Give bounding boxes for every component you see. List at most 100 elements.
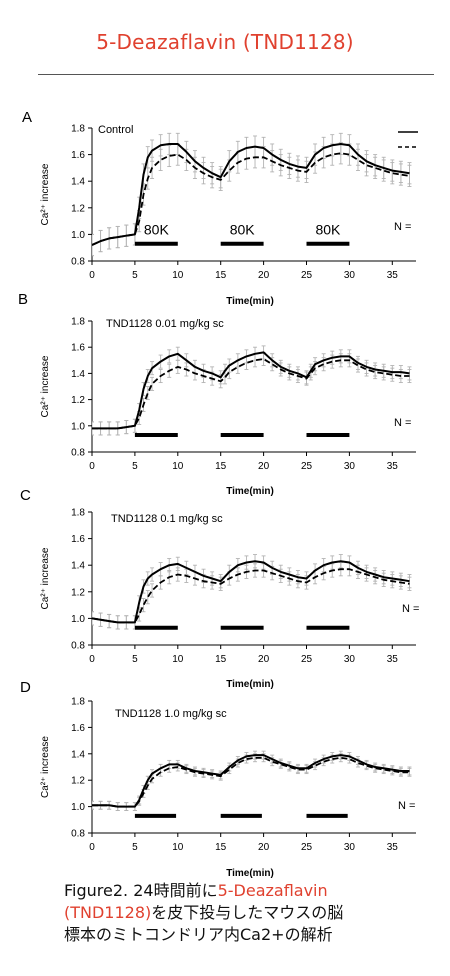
caption-line1-prefix: Figure2. 24時間前に	[64, 881, 218, 900]
y-tick-label: 1.6	[71, 343, 85, 354]
y-tick-label: 1.8	[71, 317, 85, 328]
data-area	[92, 132, 412, 257]
y-tick-label: 1.2	[71, 776, 85, 787]
panel-letter: A	[22, 109, 32, 126]
series-line-dashed	[92, 568, 410, 624]
y-tick-label: 1.6	[71, 723, 85, 734]
x-tick-label: 20	[258, 842, 270, 853]
x-tick-label: 20	[258, 270, 270, 281]
x-tick-label: 15	[215, 842, 227, 853]
x-axis-title: Time(min)	[226, 868, 274, 879]
x-tick-label: 5	[132, 842, 138, 853]
y-tick-label: 1.8	[71, 697, 85, 708]
series-line-solid	[92, 754, 410, 808]
n-label: N =	[402, 603, 419, 615]
y-tick-label: 1.6	[71, 150, 85, 161]
x-tick-label: 0	[89, 842, 95, 853]
x-tick-label: 35	[387, 270, 399, 281]
y-tick-label: 1.4	[71, 561, 85, 572]
panel-b: B 0.8 1.0 1.2 1.4 1.6 1.8 0 5 10 15 20 25 30 35 Time(mi…	[18, 291, 416, 497]
stimulus-label: 80K	[144, 222, 170, 238]
panel-c: C 0.8 1.0 1.2 1.4 1.6 1.8 0 5 10 15 20 25 30 35 Time(mi…	[20, 487, 419, 690]
x-axis-title: Time(min)	[226, 296, 274, 307]
x-tick-label: 15	[215, 654, 227, 665]
y-axis-title: Ca²⁺ increase	[40, 355, 51, 417]
y-tick-label: 0.8	[71, 829, 85, 840]
panel-letter: D	[20, 679, 31, 696]
y-tick-label: 1.4	[71, 177, 85, 188]
x-tick-label: 15	[215, 461, 227, 472]
y-tick-label: 1.8	[71, 508, 85, 519]
title-divider	[38, 74, 434, 75]
x-axis-title: Time(min)	[226, 486, 274, 497]
panel-annotation: TND1128 0.1 mg/kg sc	[111, 513, 223, 525]
caption-line1-highlight: 5-Deazaflavin	[217, 881, 328, 900]
y-tick-label: 0.8	[71, 257, 85, 268]
x-tick-label: 20	[258, 654, 270, 665]
x-tick-label: 35	[387, 461, 399, 472]
x-tick-label: 10	[172, 270, 184, 281]
series-line-solid	[92, 560, 410, 624]
caption-line2-highlight: (TND1128)	[64, 903, 152, 922]
x-tick-label: 30	[344, 842, 356, 853]
x-tick-label: 25	[301, 461, 313, 472]
y-tick-label: 1.0	[71, 802, 85, 813]
y-tick-label: 0.8	[71, 641, 85, 652]
x-tick-label: 10	[172, 461, 184, 472]
x-tick-label: 0	[89, 270, 95, 281]
panel-letter: B	[18, 291, 28, 308]
y-tick-label: 1.0	[71, 230, 85, 241]
x-axis-title: Time(min)	[226, 679, 274, 690]
y-tick-label: 1.4	[71, 369, 85, 380]
y-axis-title: Ca²⁺ increase	[40, 547, 51, 609]
x-tick-label: 35	[387, 654, 399, 665]
y-tick-label: 1.2	[71, 203, 85, 214]
y-tick-label: 1.6	[71, 534, 85, 545]
stimulus-label: 80K	[230, 222, 256, 238]
stimulus-label: 80K	[315, 222, 341, 238]
x-tick-label: 10	[172, 654, 184, 665]
y-tick-label: 1.2	[71, 395, 85, 406]
x-tick-label: 30	[344, 461, 356, 472]
data-area	[92, 345, 412, 436]
y-axis-title: Ca²⁺ increase	[40, 736, 51, 798]
x-tick-label: 25	[301, 842, 313, 853]
y-tick-label: 0.8	[71, 448, 85, 459]
y-tick-label: 1.4	[71, 749, 85, 760]
n-label: N =	[398, 800, 415, 812]
x-tick-label: 5	[132, 654, 138, 665]
page-title: 5-Deazaflavin (TND1128)	[96, 30, 354, 54]
series-line-solid	[92, 351, 410, 430]
panel-annotation: TND1128 1.0 mg/kg sc	[115, 708, 227, 720]
series-line-dashed	[92, 358, 410, 430]
x-tick-label: 5	[132, 270, 138, 281]
y-tick-label: 1.2	[71, 587, 85, 598]
caption-line2-suffix: を皮下投与したマウスの脳	[151, 903, 344, 922]
x-tick-label: 15	[215, 270, 227, 281]
n-label: N =	[394, 417, 411, 429]
panel-annotation: TND1128 0.01 mg/kg sc	[106, 318, 224, 330]
x-tick-label: 25	[301, 654, 313, 665]
y-tick-label: 1.0	[71, 614, 85, 625]
x-tick-label: 30	[344, 270, 356, 281]
figure-caption: Figure2. 24時間前に5-Deazaflavin (TND1128)を皮…	[64, 880, 436, 946]
x-tick-label: 10	[172, 842, 184, 853]
panel-annotation: Control	[98, 124, 133, 136]
x-tick-label: 5	[132, 461, 138, 472]
y-tick-label: 1.8	[71, 124, 85, 135]
x-tick-label: 35	[387, 842, 399, 853]
x-tick-label: 30	[344, 654, 356, 665]
x-tick-label: 0	[89, 461, 95, 472]
panel-d: D 0.8 1.0 1.2 1.4 1.6 1.8 0 5 10 15 20 25 30 35 Time(mi…	[20, 679, 416, 879]
x-tick-label: 0	[89, 654, 95, 665]
x-tick-label: 20	[258, 461, 270, 472]
data-area	[92, 554, 412, 630]
y-axis-title: Ca²⁺ increase	[40, 163, 51, 225]
data-area	[92, 750, 412, 812]
series-line-dashed	[92, 756, 410, 808]
n-label: N =	[394, 221, 411, 233]
y-tick-label: 1.0	[71, 421, 85, 432]
panel-letter: C	[20, 487, 31, 504]
caption-line3: 標本のミトコンドリア内Ca2+の解析	[64, 925, 333, 944]
